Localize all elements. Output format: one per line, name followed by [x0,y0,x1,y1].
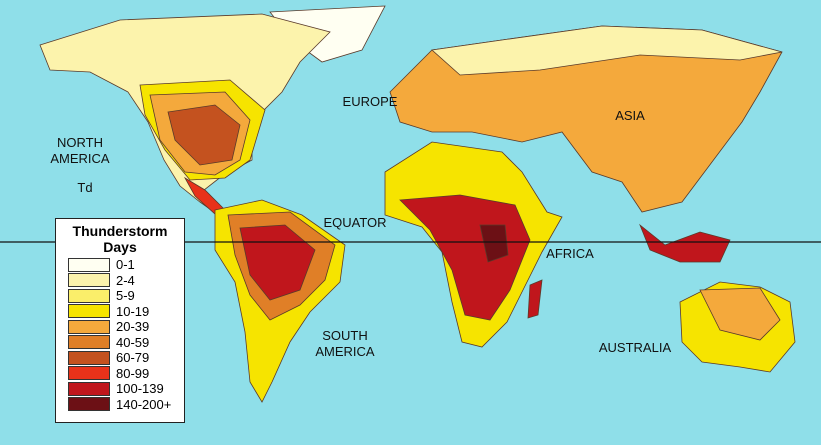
madagascar [527,279,543,319]
legend-item: 0-1 [68,257,184,273]
legend-label: 140-200+ [116,396,172,412]
legend-label: 5-9 [116,288,135,304]
legend-swatch [68,366,110,381]
legend-swatch [68,273,110,288]
legend-item: 5-9 [68,288,184,304]
region-label: Td [77,180,93,195]
legend-swatch [68,319,110,334]
legend-swatch [68,257,110,272]
legend-item: 60-79 [68,350,184,366]
region-label: SOUTH AMERICA [315,328,375,359]
legend-label: 20-39 [116,319,150,335]
legend-label: 80-99 [116,365,150,381]
legend-swatch [68,397,110,412]
na-brown [167,104,241,166]
legend-title: Thunderstorm Days [72,223,168,255]
eurasia-north [431,25,783,76]
indonesia [639,223,731,263]
legend-item: 20-39 [68,319,184,335]
legend-label: 100-139 [116,381,164,397]
legend-item: 80-99 [68,366,184,382]
legend-label: 0-1 [116,257,135,273]
legend-swatch [68,381,110,396]
legend-swatch [68,335,110,350]
region-label: AUSTRALIA [598,340,672,355]
legend-item: 10-19 [68,304,184,320]
region-label: EUROPE [342,94,398,109]
region-label: ASIA [615,108,645,123]
legend-items: 0-1 2-4 5-9 10-19 20-39 40-59 60-79 80-99 100-13… [56,257,184,412]
legend-label: 10-19 [116,303,150,319]
legend-item: 100-139 [68,381,184,397]
legend: Thunderstorm Days 0-1 2-4 5-9 10-19 20-39 40-… [55,218,185,423]
legend-item: 140-200+ [68,397,184,413]
region-label: AFRICA [546,246,594,261]
region-label: NORTH AMERICA [50,135,110,166]
legend-swatch [68,288,110,303]
legend-item: 40-59 [68,335,184,351]
legend-swatch [68,304,110,319]
legend-swatch [68,350,110,365]
africa-dark [479,224,509,263]
legend-label: 40-59 [116,334,150,350]
australia-orange [699,287,781,341]
region-label: EQUATOR [323,215,387,230]
legend-label: 2-4 [116,272,135,288]
legend-label: 60-79 [116,350,150,366]
sa-red [239,224,316,301]
legend-item: 2-4 [68,273,184,289]
